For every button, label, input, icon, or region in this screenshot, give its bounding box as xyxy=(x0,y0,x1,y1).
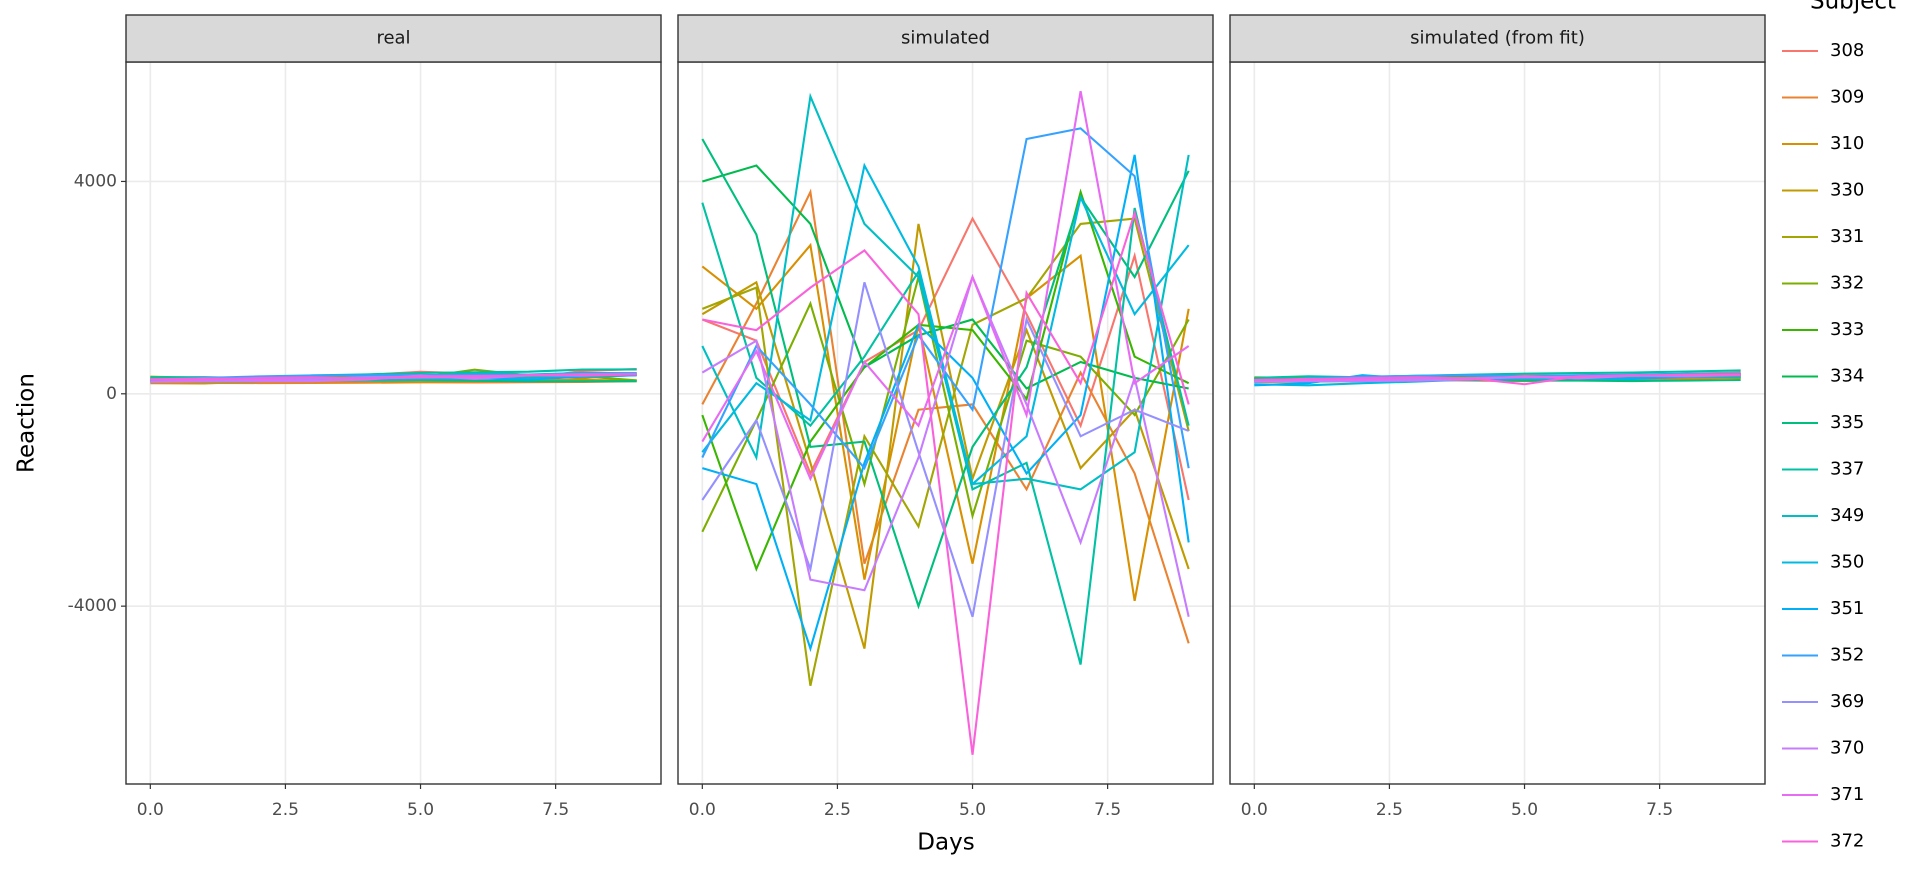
panel-background xyxy=(126,62,661,784)
legend-label: 330 xyxy=(1830,180,1864,201)
legend-label: 337 xyxy=(1830,459,1864,480)
plot-area xyxy=(150,368,637,385)
data-line xyxy=(701,273,1190,618)
data-line xyxy=(701,91,1190,482)
y-axis-title: Reaction xyxy=(14,373,40,473)
legend-label: 372 xyxy=(1830,831,1864,852)
x-tick-label: 0.0 xyxy=(689,800,716,820)
y-tick-label: 4000 xyxy=(74,171,117,191)
legend-label: 332 xyxy=(1830,273,1864,294)
data-line xyxy=(701,217,1190,687)
legend-label: 335 xyxy=(1830,412,1864,433)
x-tick-label: 5.0 xyxy=(407,800,434,820)
data-line xyxy=(1254,373,1741,386)
strip-label: real xyxy=(376,28,410,49)
legend-label: 334 xyxy=(1830,366,1864,387)
legend-label: 309 xyxy=(1830,87,1864,108)
legend-label: 369 xyxy=(1830,691,1864,712)
legend-label: 331 xyxy=(1830,226,1864,247)
legend-label: 350 xyxy=(1830,552,1864,573)
legend-title: Subject xyxy=(1810,0,1896,15)
strip xyxy=(1229,14,1766,63)
data-line xyxy=(150,378,637,385)
data-line xyxy=(702,164,1189,390)
legend-label: 352 xyxy=(1830,645,1864,666)
legend-label: 371 xyxy=(1830,784,1864,805)
x-tick-label: 2.5 xyxy=(272,800,299,820)
legend-label: 349 xyxy=(1830,505,1864,526)
x-tick-label: 7.5 xyxy=(542,800,569,820)
legend-label: 351 xyxy=(1830,598,1864,619)
panel-background xyxy=(1230,62,1765,784)
strip xyxy=(677,14,1214,63)
data-line xyxy=(701,162,1190,486)
x-tick-label: 7.5 xyxy=(1646,800,1673,820)
legend-label: 370 xyxy=(1830,738,1864,759)
legend-label: 308 xyxy=(1830,40,1864,61)
strip-label: simulated (from fit) xyxy=(1410,28,1585,49)
plot-area xyxy=(1254,369,1741,387)
x-tick-label: 2.5 xyxy=(1376,800,1403,820)
x-axis-title: Days xyxy=(917,830,974,856)
x-tick-label: 7.5 xyxy=(1094,800,1121,820)
data-line xyxy=(702,209,1190,755)
data-line xyxy=(701,127,1190,471)
x-tick-label: 5.0 xyxy=(1511,800,1538,820)
legend-label: 333 xyxy=(1830,319,1864,340)
legend-label: 310 xyxy=(1830,133,1864,154)
data-line xyxy=(701,92,1190,491)
y-tick-label: -4000 xyxy=(68,596,117,616)
data-line xyxy=(701,216,1190,501)
y-tick-label: 0 xyxy=(106,384,117,404)
data-line xyxy=(701,276,1190,533)
strip-label: simulated xyxy=(901,28,990,49)
plot-area xyxy=(701,91,1190,755)
x-tick-label: 0.0 xyxy=(1241,800,1268,820)
x-tick-label: 5.0 xyxy=(959,800,986,820)
data-line xyxy=(150,373,637,381)
strip xyxy=(125,14,662,63)
x-tick-label: 0.0 xyxy=(137,800,164,820)
x-tick-label: 2.5 xyxy=(824,800,851,820)
